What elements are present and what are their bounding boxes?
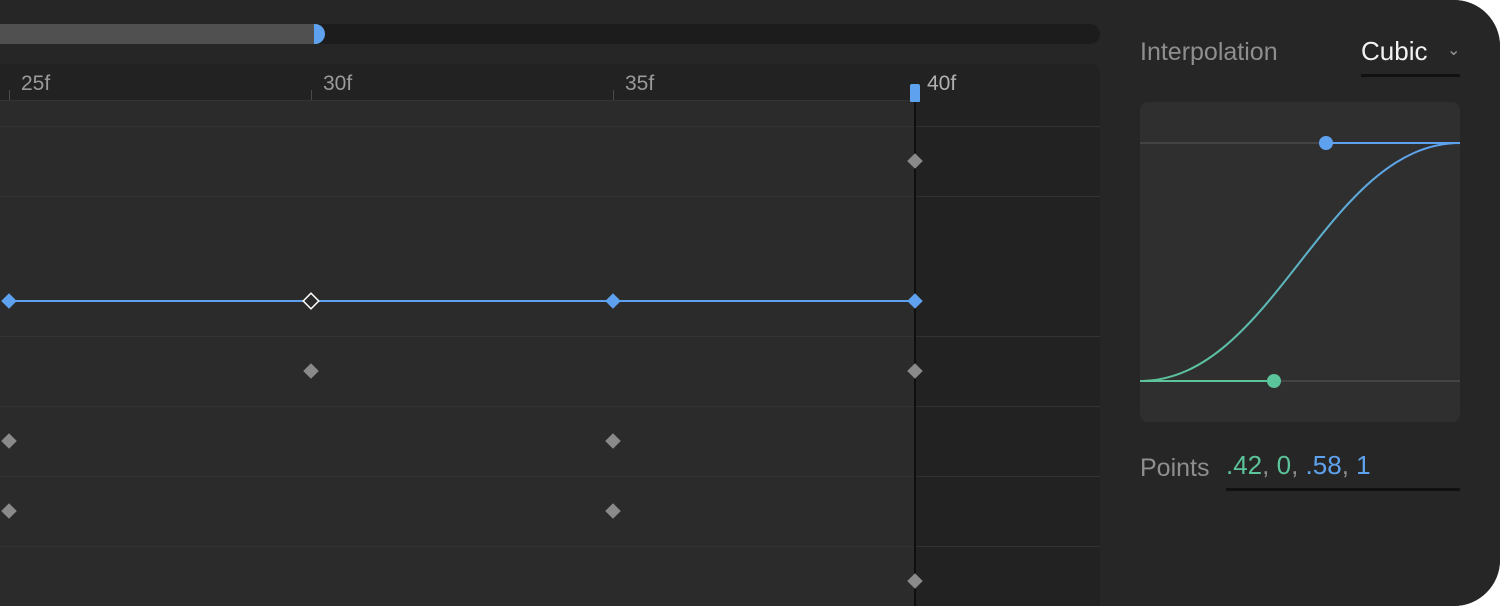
keyframe-diamond[interactable]: [605, 293, 621, 309]
ruler-tick: [613, 90, 614, 100]
timeline-scrubber[interactable]: [0, 24, 1100, 44]
point-y1: 0: [1276, 450, 1292, 480]
keyframe-diamond[interactable]: [1, 293, 17, 309]
keyframe-layer: [1, 153, 923, 589]
keyframe-diamond[interactable]: [1, 433, 17, 449]
post-playhead-region: [915, 100, 1100, 606]
playhead-handle[interactable]: [910, 84, 920, 102]
timeline-panel[interactable]: 25f 30f 35f 40f: [0, 64, 1100, 606]
chevron-down-icon: ⌄: [1447, 42, 1461, 59]
interpolation-panel: Interpolation Cubic ⌄: [1100, 0, 1500, 606]
ruler-tick: [9, 90, 10, 100]
ruler-label-35: 35f: [625, 72, 655, 95]
scrubber-progress: [0, 24, 319, 44]
interpolation-value: Cubic: [1361, 36, 1428, 66]
interpolation-select[interactable]: Cubic ⌄: [1361, 32, 1460, 77]
point-separator: ,: [1341, 450, 1357, 480]
ruler-label-40: 40f: [927, 72, 957, 95]
point-x1: .42: [1226, 450, 1263, 480]
row-divider: [0, 476, 1100, 477]
keyframe-diamond[interactable]: [302, 292, 320, 310]
row-divider: [0, 546, 1100, 547]
keyframe-diamond[interactable]: [605, 503, 621, 519]
points-label: Points: [1140, 454, 1210, 482]
keyframe-diamond[interactable]: [907, 293, 923, 309]
interpolation-label: Interpolation: [1140, 38, 1278, 66]
row-divider: [0, 406, 1100, 407]
point-separator: ,: [1291, 450, 1306, 480]
scrubber-handle[interactable]: [314, 24, 325, 44]
keyframe-diamond[interactable]: [1, 503, 17, 519]
row-divider: [0, 196, 1100, 197]
bezier-curve-editor[interactable]: [1140, 102, 1460, 422]
ruler-tick: [311, 90, 312, 100]
keyframe-diamond[interactable]: [907, 573, 923, 589]
points-input[interactable]: .42, 0, .58, 1: [1226, 448, 1460, 491]
keyframe-diamond[interactable]: [303, 363, 319, 379]
row-divider: [0, 336, 1100, 337]
control-point-1[interactable]: [1267, 374, 1281, 388]
ruler-label-30: 30f: [323, 72, 353, 95]
point-y2: 1: [1356, 450, 1371, 480]
bezier-curve-graph: [1140, 136, 1460, 388]
point-x2: .58: [1305, 450, 1342, 480]
easing-curve: [1140, 142, 1460, 382]
row-divider: [0, 126, 1100, 127]
keyframe-diamond[interactable]: [605, 433, 621, 449]
playhead-line[interactable]: [914, 100, 916, 606]
control-point-2[interactable]: [1319, 136, 1333, 150]
ruler-label-25: 25f: [21, 72, 51, 95]
point-separator: ,: [1262, 450, 1277, 480]
frame-ruler[interactable]: 25f 30f 35f 40f: [0, 64, 1100, 101]
keyframe-diamond[interactable]: [907, 153, 923, 169]
keyframe-diamond[interactable]: [907, 363, 923, 379]
